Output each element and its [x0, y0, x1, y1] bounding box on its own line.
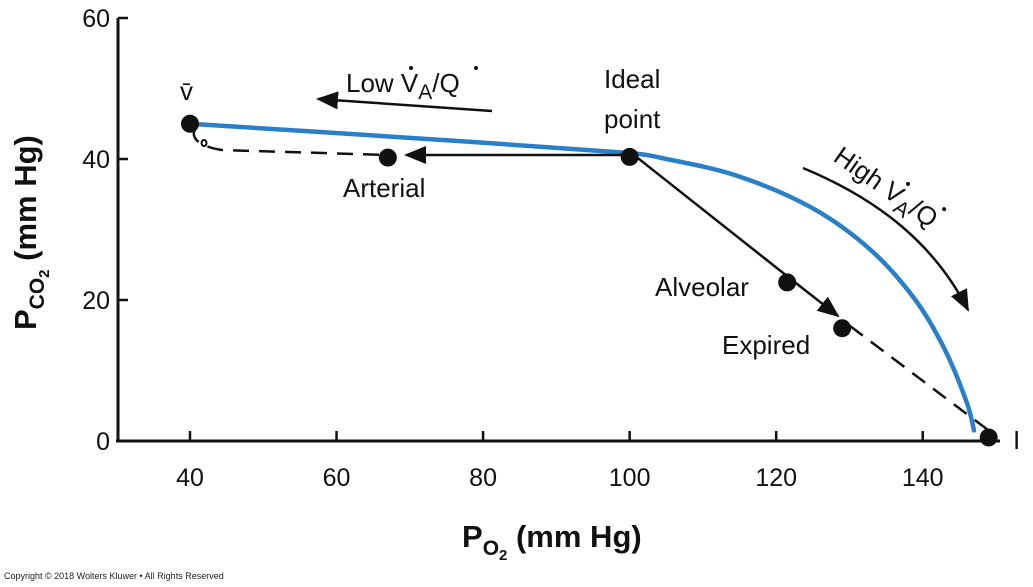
- ideal-label-line2: point: [604, 104, 661, 134]
- x-axis-title-sub: O: [483, 537, 499, 560]
- x-axis-title-base: P: [462, 519, 483, 554]
- ideal-label-line1: Ideal: [604, 64, 660, 94]
- inspired-point: [979, 428, 998, 447]
- copyright-notice: Copyright © 2018 Wolters Kluwer • All Ri…: [4, 571, 224, 581]
- y-tick-label: 60: [82, 5, 110, 33]
- x-axis-title-unit: (mm Hg): [507, 519, 641, 554]
- inspired-label: I: [1013, 425, 1020, 455]
- alveolar-point: [778, 273, 797, 292]
- low-va-dot: [409, 66, 413, 70]
- x-tick-label: 60: [323, 464, 351, 492]
- y-tick-label: 20: [82, 287, 110, 315]
- mixed-venous-point: [181, 114, 199, 133]
- low-prefix: Low: [346, 68, 401, 98]
- svg-text:High VA/Q: High VA/Q: [825, 140, 944, 238]
- va-q-curve: [187, 121, 977, 433]
- x-tick-label: 100: [609, 464, 651, 492]
- x-tick-label: 80: [469, 464, 497, 492]
- low-va: V: [401, 68, 419, 98]
- y-axis-ticks: 0 20 40 60: [82, 5, 128, 456]
- y-axis-title-sub: CO: [26, 278, 49, 310]
- y-axis-title-subsub: 2: [36, 269, 53, 277]
- ideal-point: [620, 147, 639, 166]
- high-va-q-arrow: [802, 166, 970, 312]
- expired-label: Expired: [722, 330, 810, 360]
- expired-point: [833, 319, 852, 338]
- low-va-q-arrow: [316, 91, 493, 113]
- x-tick-label: 40: [176, 464, 204, 492]
- y-tick-label: 0: [96, 428, 110, 456]
- data-points: [181, 114, 998, 447]
- y-axis-title: PCO2 (mm Hg): [8, 135, 53, 330]
- high-va-dot: [906, 181, 911, 186]
- alveolar-to-expired-arrow: [791, 279, 840, 318]
- x-axis-title: PO2 (mm Hg): [462, 519, 642, 564]
- y-axis-title-base: P: [8, 309, 43, 330]
- low-va-q-annotation: Low VA/Q: [346, 66, 478, 104]
- expired-to-inspired-dashed: [849, 325, 989, 431]
- low-q-dot: [474, 66, 478, 70]
- arterial-point: [378, 148, 397, 167]
- mixed-venous-label: v̄: [180, 76, 193, 106]
- low-va-sub: A: [418, 81, 432, 104]
- low-q: Q: [440, 68, 460, 98]
- svg-text:Low VA/Q: Low VA/Q: [346, 68, 460, 104]
- high-va-q-annotation: High VA/Q: [825, 140, 947, 238]
- high-q-dot: [942, 207, 947, 212]
- y-axis-title-unit: (mm Hg): [8, 135, 43, 269]
- low-sep: /: [432, 68, 440, 98]
- x-axis-title-subsub: 2: [499, 547, 507, 564]
- tiny-hook-mark: [200, 139, 208, 147]
- y-tick-label: 40: [82, 146, 110, 174]
- alveolar-label: Alveolar: [655, 272, 749, 302]
- x-tick-label: 140: [902, 464, 944, 492]
- arterial-label: Arterial: [343, 173, 425, 203]
- ideal-to-alveolar-line: [633, 154, 793, 281]
- x-axis-ticks: 40 60 80 100 120 140: [176, 431, 944, 492]
- x-tick-label: 120: [755, 464, 797, 492]
